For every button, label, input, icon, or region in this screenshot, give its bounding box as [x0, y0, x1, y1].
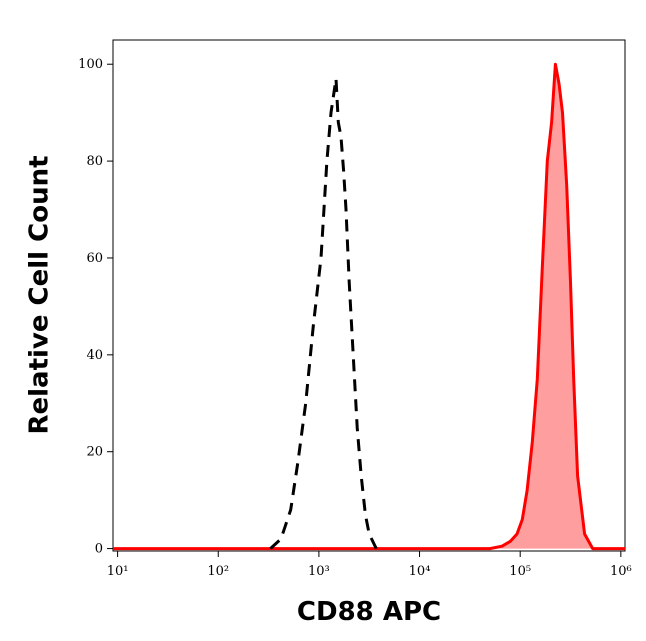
series-line	[113, 62, 625, 551]
plot-frame	[112, 39, 626, 552]
y-tick-label: 60	[86, 251, 103, 266]
y-tick-label: 80	[86, 154, 103, 169]
y-tick-label: 20	[86, 445, 103, 460]
x-tick-label: 10³	[308, 564, 330, 579]
y-tick-label: 40	[86, 348, 103, 363]
y-axis-title: Relative Cell Count	[25, 155, 55, 434]
area	[113, 64, 625, 549]
x-axis-title: CD88 APC	[297, 597, 441, 627]
x-tick-label: 10¹	[107, 564, 129, 579]
series-line	[269, 77, 378, 550]
y-tick-label: 0	[95, 542, 103, 557]
y-tick-label: 100	[78, 57, 103, 72]
x-tick-label: 10⁶	[610, 564, 632, 579]
x-tick-label: 10⁵	[509, 564, 531, 579]
x-tick-label: 10²	[207, 564, 229, 579]
x-tick-label: 10⁴	[409, 564, 431, 579]
